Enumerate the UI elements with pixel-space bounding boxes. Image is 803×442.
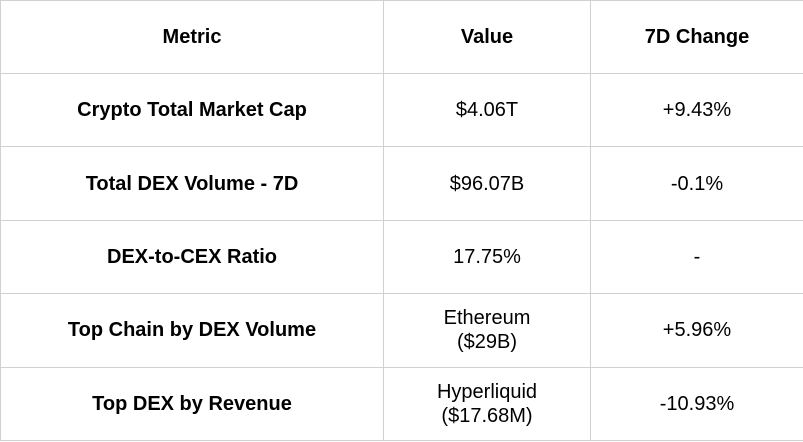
header-value: Value: [383, 0, 591, 74]
value-cell: Hyperliquid ($17.68M): [383, 366, 591, 442]
metric-cell: Top Chain by DEX Volume: [0, 293, 384, 368]
value-line: Hyperliquid: [436, 380, 538, 403]
value-line: 17.75%: [453, 245, 521, 268]
change-cell: +5.96%: [590, 293, 803, 368]
table-header-row: Metric Value 7D Change: [0, 0, 803, 74]
change-cell: -10.93%: [590, 366, 803, 442]
value-cell: Ethereum ($29B): [383, 293, 591, 368]
metric-cell: Total DEX Volume - 7D: [0, 146, 384, 221]
table-row: Total DEX Volume - 7D $96.07B -0.1%: [0, 146, 803, 221]
table-row: Top Chain by DEX Volume Ethereum ($29B) …: [0, 293, 803, 368]
header-metric: Metric: [0, 0, 384, 74]
value-line: Ethereum: [443, 307, 531, 330]
value-cell: $4.06T: [383, 72, 591, 148]
table-row: Top DEX by Revenue Hyperliquid ($17.68M)…: [0, 366, 803, 442]
value-line: ($17.68M): [441, 404, 533, 427]
table-row: Crypto Total Market Cap $4.06T +9.43%: [0, 72, 803, 148]
metric-cell: Crypto Total Market Cap: [0, 72, 384, 148]
value-line: $4.06T: [455, 99, 519, 122]
metric-cell: DEX-to-CEX Ratio: [0, 219, 384, 295]
change-cell: -: [590, 219, 803, 295]
header-7d-change: 7D Change: [590, 0, 803, 74]
table-row: DEX-to-CEX Ratio 17.75% -: [0, 219, 803, 295]
value-cell: $96.07B: [383, 146, 591, 221]
value-line: ($29B): [456, 331, 518, 354]
value-cell: 17.75%: [383, 219, 591, 295]
value-line: $96.07B: [449, 172, 525, 195]
change-cell: -0.1%: [590, 146, 803, 221]
metric-cell: Top DEX by Revenue: [0, 366, 384, 442]
change-cell: +9.43%: [590, 72, 803, 148]
